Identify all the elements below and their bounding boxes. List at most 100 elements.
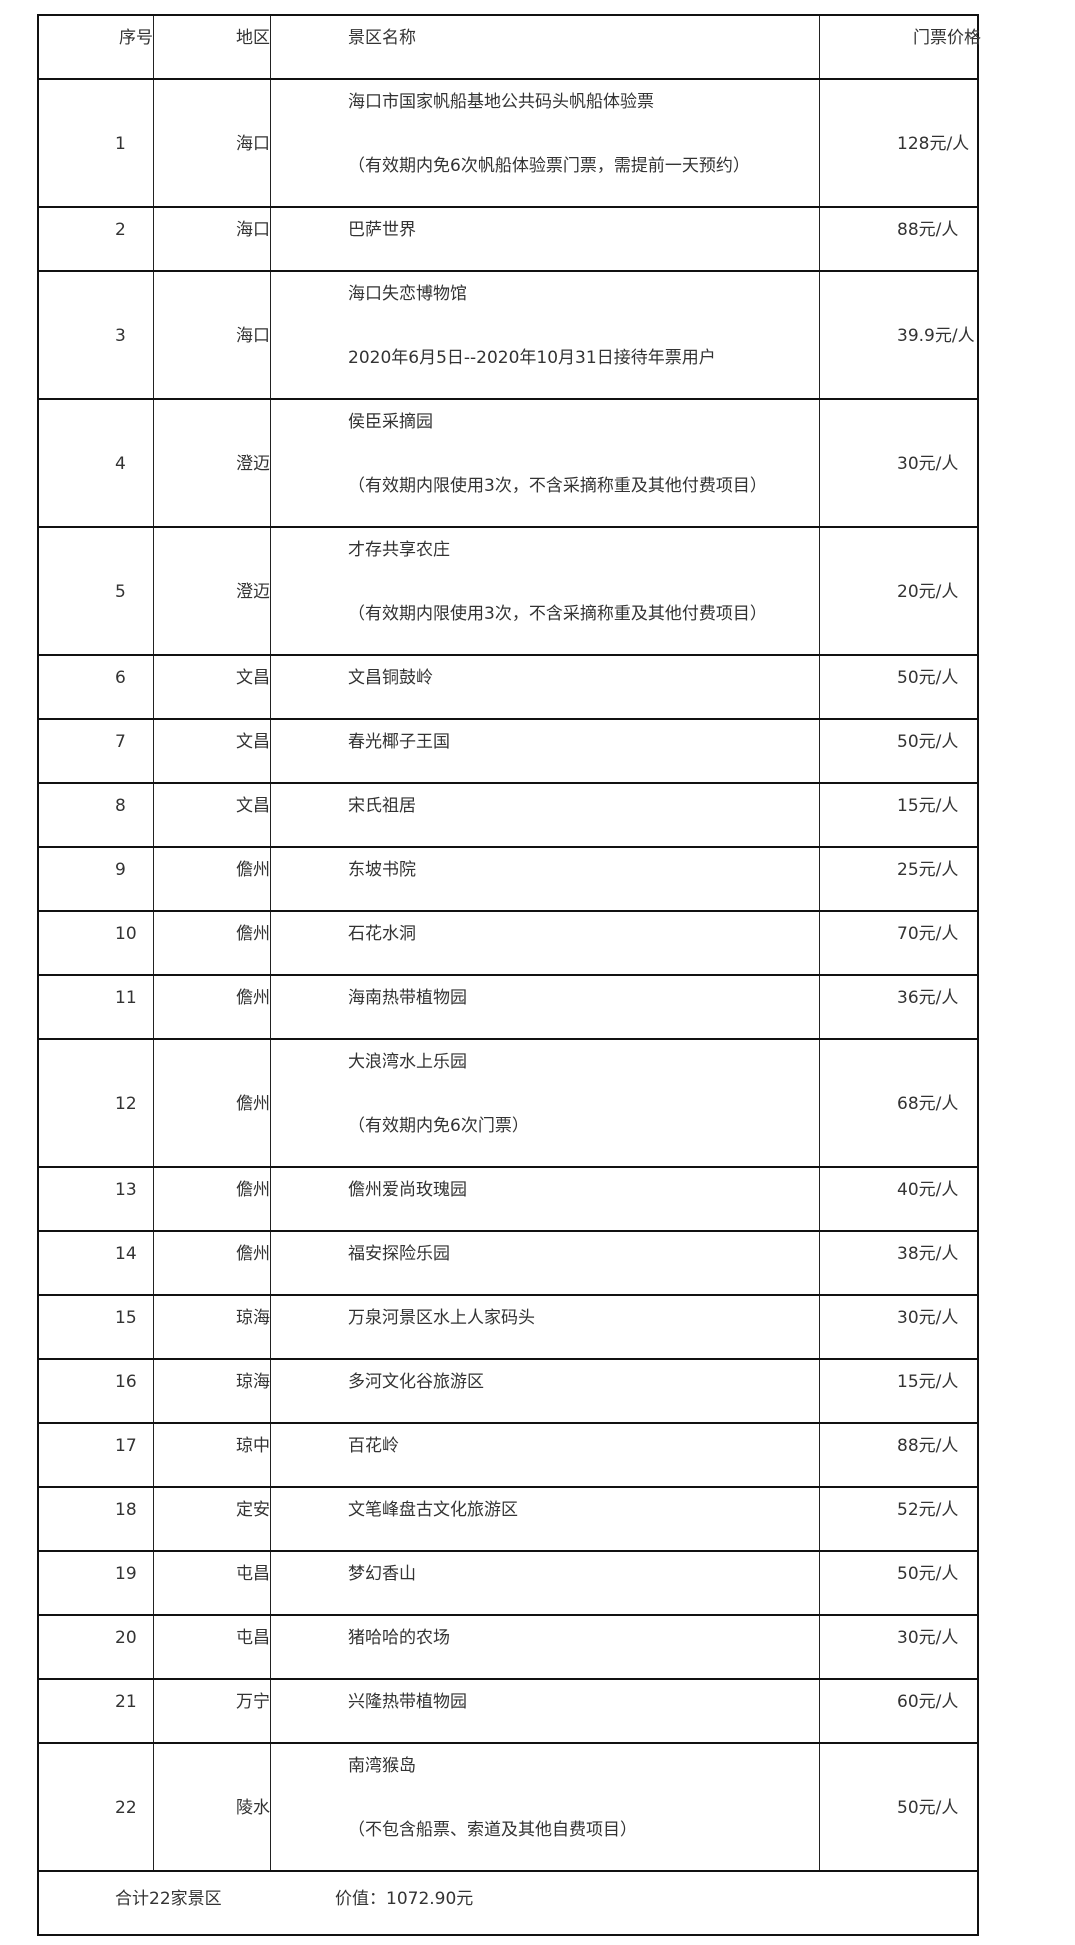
row-region: 琼中 xyxy=(236,1436,270,1456)
row-number: 5 xyxy=(115,582,126,602)
row-number: 12 xyxy=(115,1094,137,1114)
row-number: 13 xyxy=(115,1180,137,1200)
row-spot-note: （不包含船票、索道及其他自费项目） xyxy=(348,1820,637,1840)
row-region: 万宁 xyxy=(236,1692,270,1712)
row-price: 36元/人 xyxy=(897,988,959,1008)
row-region: 文昌 xyxy=(236,732,270,752)
row-number: 11 xyxy=(115,988,137,1008)
row-region: 屯昌 xyxy=(236,1564,270,1584)
row-number: 22 xyxy=(115,1798,137,1818)
row-region: 海口 xyxy=(236,134,270,154)
scenic-spots-table: 序号 地区 景区名称 门票价格 1 海口 海口市国家帆船基地公共码头帆船体验票 （有效… xyxy=(37,14,981,1936)
row-price: 68元/人 xyxy=(897,1094,959,1114)
table-row: 6 文昌 文昌铜鼓岭 50元/人 xyxy=(39,656,977,720)
table-row: 13 儋州 儋州爱尚玫瑰园 40元/人 xyxy=(39,1168,977,1232)
table-row: 12 儋州 大浪湾水上乐园 （有效期内免6次门票） 68元/人 xyxy=(39,1040,977,1168)
row-price: 25元/人 xyxy=(897,860,959,880)
row-region: 定安 xyxy=(236,1500,270,1520)
table-row: 1 海口 海口市国家帆船基地公共码头帆船体验票 （有效期内免6次帆船体验票门票，需提前… xyxy=(39,80,977,208)
row-spot-note: （有效期内免6次帆船体验票门票，需提前一天预约） xyxy=(348,156,750,176)
row-price: 128元/人 xyxy=(897,134,970,154)
row-price: 88元/人 xyxy=(897,1436,959,1456)
table-row: 19 屯昌 梦幻香山 50元/人 xyxy=(39,1552,977,1616)
table-row: 5 澄迈 才存共享农庄 （有效期内限使用3次，不含采摘称重及其他付费项目） 20元/人 xyxy=(39,528,977,656)
row-region: 澄迈 xyxy=(236,582,270,602)
table-row: 16 琼海 多河文化谷旅游区 15元/人 xyxy=(39,1360,977,1424)
table-row: 21 万宁 兴隆热带植物园 60元/人 xyxy=(39,1680,977,1744)
table-row: 22 陵水 南湾猴岛 （不包含船票、索道及其他自费项目） 50元/人 xyxy=(39,1744,977,1872)
row-spot-name: 宋氏祖居 xyxy=(348,796,416,816)
header-price: 门票价格 xyxy=(913,28,981,48)
row-spot-name: 福安探险乐园 xyxy=(348,1244,450,1264)
row-number: 1 xyxy=(115,134,126,154)
row-region: 琼海 xyxy=(236,1372,270,1392)
row-number: 19 xyxy=(115,1564,137,1584)
row-number: 17 xyxy=(115,1436,137,1456)
row-spot-name: 才存共享农庄 xyxy=(348,540,450,560)
row-region: 儋州 xyxy=(236,860,270,880)
header-name: 景区名称 xyxy=(348,28,416,48)
row-spot-name: 石花水洞 xyxy=(348,924,416,944)
header-no: 序号 xyxy=(119,28,153,48)
table-row: 17 琼中 百花岭 88元/人 xyxy=(39,1424,977,1488)
row-spot-name: 多河文化谷旅游区 xyxy=(348,1372,484,1392)
table-header-row: 序号 地区 景区名称 门票价格 xyxy=(39,16,981,80)
row-region: 儋州 xyxy=(236,1180,270,1200)
row-spot-name: 侯臣采摘园 xyxy=(348,412,433,432)
row-spot-name: 海南热带植物园 xyxy=(348,988,467,1008)
row-spot-note: （有效期内免6次门票） xyxy=(348,1116,529,1136)
row-spot-name: 万泉河景区水上人家码头 xyxy=(348,1308,535,1328)
row-number: 21 xyxy=(115,1692,137,1712)
row-region: 澄迈 xyxy=(236,454,270,474)
row-price: 38元/人 xyxy=(897,1244,959,1264)
row-number: 18 xyxy=(115,1500,137,1520)
row-region: 琼海 xyxy=(236,1308,270,1328)
row-number: 6 xyxy=(115,668,126,688)
row-price: 30元/人 xyxy=(897,454,959,474)
header-region: 地区 xyxy=(236,28,270,48)
row-spot-note: （有效期内限使用3次，不含采摘称重及其他付费项目） xyxy=(348,604,767,624)
row-price: 50元/人 xyxy=(897,1564,959,1584)
row-region: 儋州 xyxy=(236,1244,270,1264)
row-region: 儋州 xyxy=(236,988,270,1008)
table-row: 11 儋州 海南热带植物园 36元/人 xyxy=(39,976,977,1040)
row-number: 10 xyxy=(115,924,137,944)
row-number: 16 xyxy=(115,1372,137,1392)
row-spot-name: 文昌铜鼓岭 xyxy=(348,668,433,688)
row-spot-name: 百花岭 xyxy=(348,1436,399,1456)
row-number: 3 xyxy=(115,326,126,346)
table-row: 20 屯昌 猪哈哈的农场 30元/人 xyxy=(39,1616,977,1680)
row-region: 文昌 xyxy=(236,668,270,688)
row-price: 50元/人 xyxy=(897,1798,959,1818)
table-row: 2 海口 巴萨世界 88元/人 xyxy=(39,208,977,272)
row-spot-name: 大浪湾水上乐园 xyxy=(348,1052,467,1072)
row-spot-note: 2020年6月5日--2020年10月31日接待年票用户 xyxy=(348,348,716,368)
row-number: 20 xyxy=(115,1628,137,1648)
table-row: 15 琼海 万泉河景区水上人家码头 30元/人 xyxy=(39,1296,977,1360)
row-spot-name: 猪哈哈的农场 xyxy=(348,1628,450,1648)
row-spot-name: 春光椰子王国 xyxy=(348,732,450,752)
row-spot-name: 巴萨世界 xyxy=(348,220,416,240)
row-price: 70元/人 xyxy=(897,924,959,944)
row-number: 9 xyxy=(115,860,126,880)
total-count: 合计22家景区 xyxy=(115,1889,222,1909)
row-price: 50元/人 xyxy=(897,668,959,688)
table-row: 7 文昌 春光椰子王国 50元/人 xyxy=(39,720,977,784)
row-price: 60元/人 xyxy=(897,1692,959,1712)
row-price: 15元/人 xyxy=(897,796,959,816)
row-spot-name: 兴隆热带植物园 xyxy=(348,1692,467,1712)
row-price: 40元/人 xyxy=(897,1180,959,1200)
table-row: 8 文昌 宋氏祖居 15元/人 xyxy=(39,784,977,848)
row-region: 海口 xyxy=(236,220,270,240)
row-price: 30元/人 xyxy=(897,1628,959,1648)
row-spot-name: 东坡书院 xyxy=(348,860,416,880)
row-price: 50元/人 xyxy=(897,732,959,752)
row-price: 52元/人 xyxy=(897,1500,959,1520)
table-row: 3 海口 海口失恋博物馆 2020年6月5日--2020年10月31日接待年票用户 39… xyxy=(39,272,977,400)
table-row: 18 定安 文笔峰盘古文化旅游区 52元/人 xyxy=(39,1488,977,1552)
row-spot-name: 海口失恋博物馆 xyxy=(348,284,467,304)
row-region: 儋州 xyxy=(236,924,270,944)
row-region: 海口 xyxy=(236,326,270,346)
table-row: 10 儋州 石花水洞 70元/人 xyxy=(39,912,977,976)
row-price: 30元/人 xyxy=(897,1308,959,1328)
